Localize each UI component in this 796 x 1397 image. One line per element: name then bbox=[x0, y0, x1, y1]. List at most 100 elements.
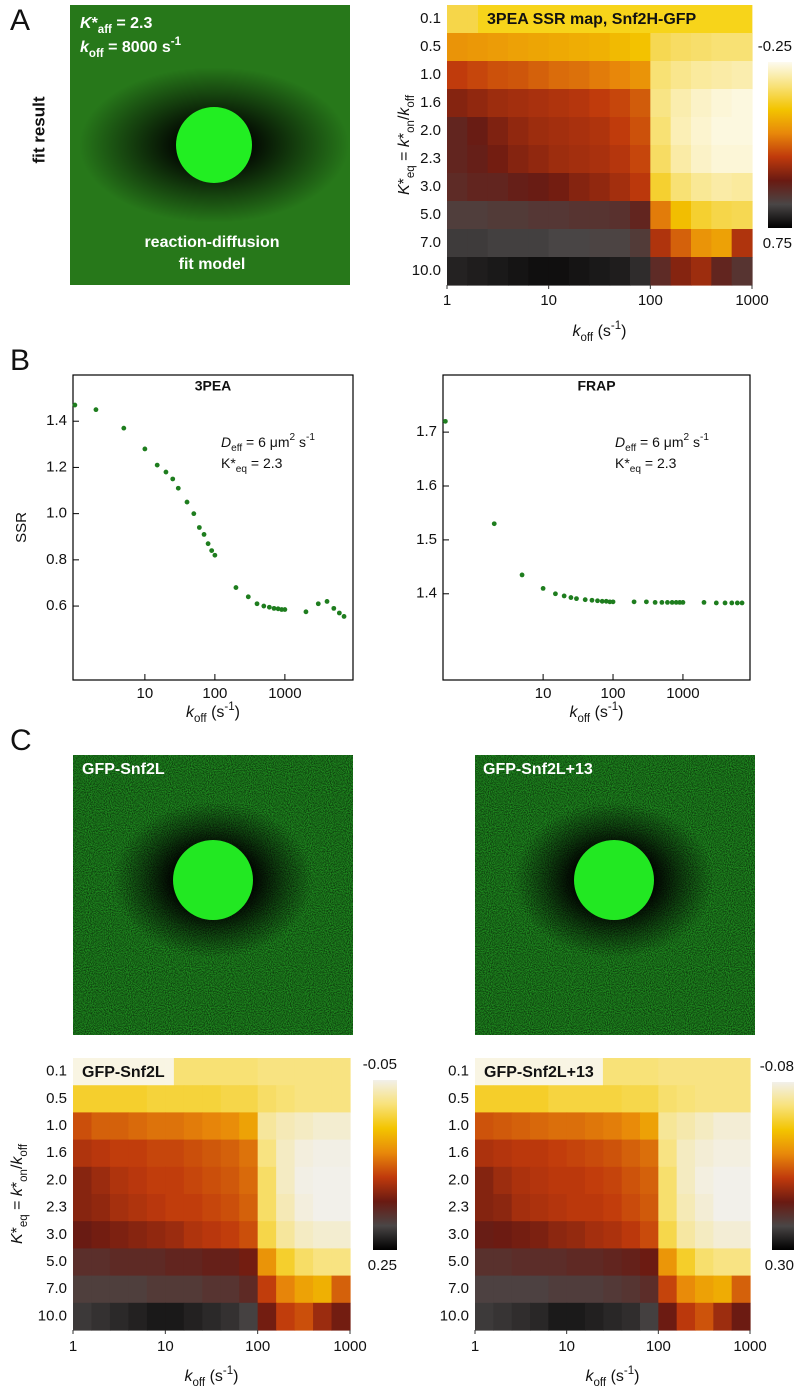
text-part: * bbox=[92, 15, 99, 32]
data-point bbox=[595, 598, 600, 604]
heatmap-cell bbox=[220, 1194, 240, 1222]
text-part: s bbox=[689, 434, 700, 450]
heatmap-cell bbox=[548, 1221, 568, 1249]
heatmap-cell bbox=[73, 1085, 93, 1113]
heatmap-cell bbox=[566, 1221, 586, 1249]
text-part: k bbox=[573, 323, 582, 340]
chart-title: GFP-Snf2L+13 bbox=[484, 1064, 594, 1081]
heatmap-cell bbox=[731, 201, 753, 230]
heatmap-cell bbox=[276, 1221, 296, 1249]
heatmap-cell bbox=[640, 1221, 659, 1249]
heatmap-cell bbox=[447, 5, 468, 34]
heatmap-cell bbox=[731, 1275, 751, 1304]
chart-title: 3PEA bbox=[195, 378, 232, 394]
text-part: k bbox=[9, 1187, 26, 1196]
heatmap-cell bbox=[128, 1302, 148, 1331]
annotation: K*eq = 2.3 bbox=[615, 455, 677, 475]
text-part: k bbox=[396, 138, 413, 147]
x-tick-label: 1 bbox=[443, 292, 451, 309]
data-point bbox=[643, 599, 649, 605]
fit-model-image bbox=[70, 5, 350, 285]
heatmap-cell bbox=[691, 257, 712, 286]
heatmap-cell bbox=[609, 89, 631, 118]
data-point bbox=[673, 600, 679, 605]
heatmap-cell bbox=[713, 1275, 733, 1304]
heatmap-cell bbox=[313, 1194, 333, 1222]
heatmap-cell bbox=[257, 1275, 277, 1304]
heatmap-cell bbox=[695, 1275, 714, 1304]
heatmap-cell bbox=[91, 1248, 111, 1277]
heatmap-cell bbox=[609, 173, 631, 202]
heatmap-cell bbox=[695, 1112, 714, 1141]
heatmap-cell bbox=[695, 1221, 714, 1249]
text-part: eff bbox=[231, 443, 242, 454]
heatmap-cell bbox=[589, 257, 611, 286]
heatmap-cell bbox=[294, 1275, 314, 1304]
heatmap-cell bbox=[511, 1085, 531, 1113]
heatmap-cell bbox=[508, 61, 529, 90]
text-part: = 6 μm bbox=[242, 434, 289, 450]
heatmap-cell bbox=[630, 229, 651, 258]
y-tick-label: 5.0 bbox=[46, 1253, 67, 1270]
data-point bbox=[245, 594, 251, 600]
heatmap-cell bbox=[676, 1248, 696, 1277]
heatmap-cell bbox=[109, 1302, 129, 1331]
heatmap-cell bbox=[569, 173, 590, 202]
heatmap-cell bbox=[650, 229, 672, 258]
heatmap-cell bbox=[731, 117, 753, 146]
y-tick-label: 1.0 bbox=[46, 1117, 67, 1134]
image-caption: reaction-diffusion bbox=[144, 234, 279, 251]
heatmap-cell bbox=[257, 1248, 277, 1277]
heatmap-cell bbox=[650, 173, 672, 202]
heatmap-cell bbox=[467, 257, 489, 286]
colorbar bbox=[772, 1082, 794, 1250]
heatmap-cell bbox=[650, 257, 672, 286]
text-part: / bbox=[396, 115, 413, 120]
heatmap-cell bbox=[73, 1248, 93, 1277]
heatmap-cell bbox=[73, 1194, 93, 1222]
heatmap-cell bbox=[670, 33, 692, 62]
heatmap-cell bbox=[202, 1058, 222, 1086]
y-tick-label: 5.0 bbox=[448, 1253, 469, 1270]
data-point bbox=[599, 598, 605, 604]
title-box bbox=[73, 1058, 174, 1086]
image-caption: fit model bbox=[179, 256, 246, 273]
heatmap-cell bbox=[146, 1302, 166, 1331]
heatmap-cell bbox=[528, 117, 550, 146]
heatmap-cell bbox=[695, 1166, 714, 1195]
heatmap-cell bbox=[670, 89, 692, 118]
y-axis-label: K*eq = k*on/koff bbox=[396, 94, 417, 195]
heatmap-cell bbox=[711, 257, 733, 286]
heatmap-cell bbox=[566, 1085, 586, 1113]
heatmap-cell bbox=[585, 1112, 604, 1141]
heatmap-cell bbox=[731, 61, 753, 90]
heatmap-cell bbox=[530, 1194, 549, 1222]
heatmap-cell bbox=[447, 201, 468, 230]
heatmap-cell bbox=[447, 257, 468, 286]
x-tick-label: 1 bbox=[69, 1338, 77, 1355]
text-part: (s bbox=[590, 704, 608, 721]
data-point bbox=[336, 610, 342, 616]
heatmap-cell bbox=[91, 1302, 111, 1331]
heatmap-cell bbox=[711, 117, 733, 146]
heatmap-cell bbox=[676, 1139, 696, 1168]
heatmap-cell bbox=[640, 1058, 659, 1086]
text-part: = bbox=[9, 1196, 26, 1214]
y-axis-label: K*eq = k*on/koff bbox=[9, 1143, 30, 1244]
heatmap-cell bbox=[609, 257, 631, 286]
heatmap-cell bbox=[313, 1302, 333, 1331]
heatmap-cell bbox=[183, 1058, 203, 1086]
panel-label: A bbox=[10, 4, 30, 37]
y-tick-label: 0.1 bbox=[448, 1063, 469, 1080]
heatmap-cell bbox=[165, 1194, 185, 1222]
data-point bbox=[303, 609, 309, 615]
heatmap-cell bbox=[640, 1139, 659, 1168]
heatmap-cell bbox=[467, 89, 489, 118]
x-axis-label: koff (s-1) bbox=[570, 701, 624, 725]
heatmap-cell bbox=[467, 33, 489, 62]
text-part: on bbox=[18, 1169, 30, 1182]
heatmap-cell bbox=[276, 1248, 296, 1277]
heatmap-cell bbox=[566, 1302, 586, 1331]
text-part: k bbox=[185, 1368, 194, 1385]
text-part: -1 bbox=[224, 701, 234, 713]
